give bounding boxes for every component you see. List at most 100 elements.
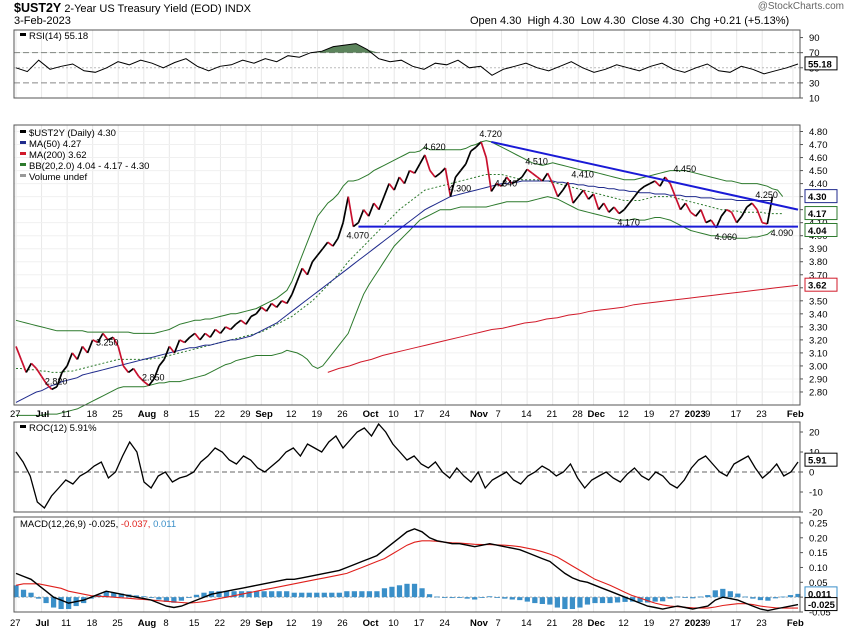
price-line-segment bbox=[357, 209, 365, 223]
x-axis-label-bottom: 18 bbox=[87, 618, 98, 629]
price-line-segment bbox=[531, 172, 538, 178]
price-line-segment bbox=[117, 346, 125, 367]
price-line-segment bbox=[143, 380, 150, 387]
macd-histogram-bar bbox=[472, 597, 478, 600]
price-line-segment bbox=[485, 157, 493, 192]
price-line-segment bbox=[444, 167, 452, 197]
x-axis-label-bottom: 7 bbox=[496, 618, 501, 629]
x-axis-label: Jul bbox=[36, 409, 50, 420]
rsi-overbought-fill bbox=[16, 43, 798, 53]
price-line-segment bbox=[679, 202, 687, 211]
price-line-segment bbox=[347, 196, 355, 227]
price-line-segment bbox=[122, 365, 130, 373]
x-axis-label-bottom: 14 bbox=[521, 618, 532, 629]
macd-histogram-bar bbox=[547, 597, 553, 605]
price-annotation: 4.450 bbox=[674, 164, 697, 174]
macd-histogram-bar bbox=[50, 597, 57, 608]
rsi-axis-label: 10 bbox=[809, 94, 820, 105]
price-line-segment bbox=[705, 219, 712, 224]
price-line-segment bbox=[439, 167, 446, 174]
x-axis-label: Oct bbox=[363, 409, 380, 420]
macd-histogram-bar bbox=[787, 595, 794, 598]
macd-histogram-bar bbox=[389, 586, 395, 598]
macd-histogram-bar bbox=[13, 585, 19, 598]
price-line-segment bbox=[735, 215, 743, 224]
ohlc-readout: Open 4.30 High 4.30 Low 4.30 Close 4.30 … bbox=[470, 15, 790, 27]
macd-histogram-bar bbox=[584, 597, 591, 605]
macd-histogram-bar bbox=[103, 591, 109, 598]
macd-histogram-bar bbox=[178, 597, 185, 601]
price-line-segment bbox=[291, 280, 298, 295]
ma200-value-box bbox=[804, 277, 838, 292]
price-line-segment bbox=[81, 345, 89, 354]
macd-histogram-bar bbox=[344, 591, 350, 598]
x-axis-label-bottom: 12 bbox=[286, 618, 297, 629]
price-line-segment bbox=[199, 332, 206, 341]
macd-histogram-bar bbox=[464, 597, 470, 599]
symbol-description: 2-Year US Treasury Yield (EOD) bbox=[64, 3, 222, 15]
macd-histogram-bar bbox=[299, 592, 305, 598]
price-axis-label: 4.50 bbox=[809, 166, 828, 177]
macd-histogram-bar bbox=[193, 594, 200, 598]
price-line-segment bbox=[526, 168, 533, 174]
bollinger-mid-line bbox=[16, 174, 783, 373]
price-annotation: 4.510 bbox=[525, 156, 548, 166]
price-line-segment bbox=[378, 196, 385, 210]
price-line-segment bbox=[148, 378, 155, 386]
x-axis-label: 27 bbox=[669, 409, 680, 420]
macd-histogram-bar bbox=[554, 597, 561, 608]
price-line-segment bbox=[245, 315, 252, 325]
ma200-line bbox=[327, 284, 799, 373]
price-line-segment bbox=[321, 241, 329, 250]
price-last-value-box bbox=[804, 189, 838, 204]
macd-histogram-bar bbox=[795, 593, 801, 598]
price-legend-swatch bbox=[20, 141, 26, 144]
x-axis-label: 7 bbox=[496, 409, 501, 420]
x-axis-label-bottom: Dec bbox=[588, 618, 605, 629]
price-line-segment bbox=[695, 209, 702, 217]
bb-lower-value: 4.04 bbox=[808, 226, 827, 237]
symbol: $UST2Y bbox=[14, 1, 62, 15]
price-line-segment bbox=[15, 346, 22, 360]
macd-histogram-bar bbox=[517, 597, 523, 601]
price-line-segment bbox=[281, 300, 288, 305]
macd-histogram-bar bbox=[539, 597, 545, 604]
x-axis-label: Dec bbox=[588, 409, 605, 420]
price-line-segment bbox=[587, 193, 595, 200]
bb-mid-value: 4.17 bbox=[808, 209, 827, 220]
price-line-segment bbox=[592, 193, 600, 210]
price-line-segment bbox=[352, 221, 359, 228]
rsi-last-value-box bbox=[804, 56, 838, 71]
price-line-segment bbox=[454, 170, 462, 178]
rsi-legend-text: RSI(14) 55.18 bbox=[29, 31, 88, 42]
macd-histogram-bar bbox=[133, 595, 139, 598]
trendline bbox=[491, 140, 799, 211]
x-axis-label-bottom: 27 bbox=[669, 618, 680, 629]
macd-axis-label: 0.20 bbox=[809, 533, 828, 544]
price-line-segment bbox=[153, 365, 160, 380]
price-line-segment bbox=[597, 202, 605, 211]
rsi-legend-swatch bbox=[20, 33, 26, 36]
price-line-segment bbox=[337, 222, 344, 239]
price-annotation: 4.070 bbox=[346, 231, 369, 241]
rsi-axis-label: 30 bbox=[809, 78, 820, 89]
price-line-segment bbox=[209, 328, 217, 338]
price-line-segment bbox=[449, 176, 457, 197]
price-axis-label: 3.40 bbox=[809, 309, 828, 320]
x-axis-label-bottom: 10 bbox=[388, 618, 399, 629]
macd-histogram-bar bbox=[727, 591, 733, 598]
x-axis-label-bottom: 8 bbox=[163, 618, 168, 629]
x-axis-label-bottom: 23 bbox=[756, 618, 767, 629]
price-line-segment bbox=[20, 359, 28, 373]
price-line-segment bbox=[275, 300, 283, 308]
roc-panel-frame bbox=[13, 421, 801, 513]
macd-histogram-bar bbox=[449, 597, 455, 599]
roc-legend-text: ROC(12) 5.91% bbox=[29, 423, 97, 434]
macd-histogram-bar bbox=[614, 597, 621, 603]
price-axis-label: 3.20 bbox=[809, 335, 828, 346]
price-line-segment bbox=[56, 372, 63, 388]
price-line-segment bbox=[383, 183, 390, 197]
macd-histogram-bar bbox=[148, 597, 154, 598]
price-line-segment bbox=[342, 196, 350, 223]
